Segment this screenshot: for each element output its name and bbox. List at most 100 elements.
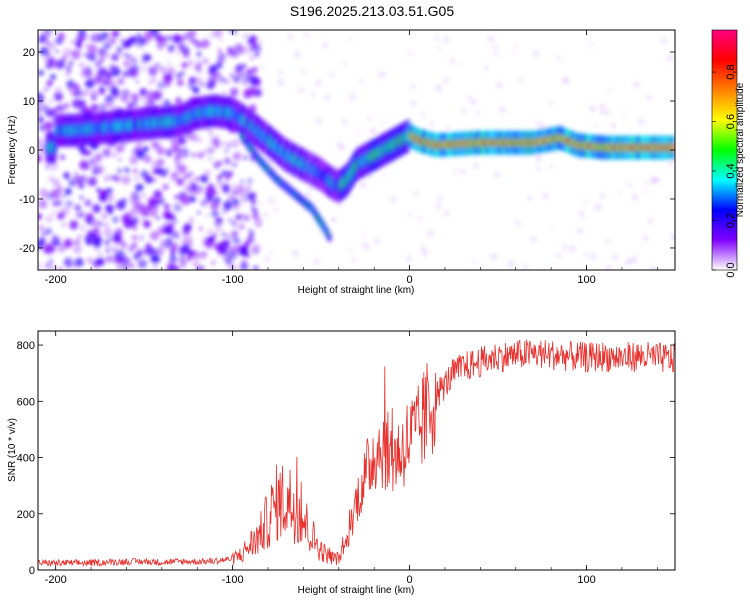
spectrogram-noise — [532, 50, 540, 57]
spectrogram-noise — [120, 256, 131, 267]
spectrogram-noise — [121, 214, 131, 223]
spectrogram-noise — [427, 230, 434, 237]
spectrogram-noise — [79, 195, 84, 200]
spectrogram-noise — [107, 236, 113, 242]
spectrogram-noise — [138, 36, 146, 43]
spectrogram-noise — [75, 204, 80, 209]
spectrogram-noise — [435, 203, 442, 210]
spectrogram-noise — [494, 51, 499, 57]
spectrogram-noise — [248, 228, 253, 233]
spectrogram-noise — [38, 117, 44, 123]
spectrogram-noise — [582, 216, 586, 220]
spectrogram-noise — [228, 171, 233, 177]
spectrogram-noise — [366, 116, 372, 122]
spectrogram-noise — [232, 231, 238, 237]
snr-x-tick-label: 0 — [407, 574, 413, 586]
spectrogram-noise — [207, 146, 215, 154]
spectrogram-noise — [51, 210, 56, 215]
spectrogram-noise — [163, 73, 173, 83]
spectrogram-noise — [153, 178, 158, 182]
spectrogram-noise — [260, 64, 265, 69]
spectrogram-noise — [518, 77, 524, 83]
spectrogram-noise — [246, 183, 252, 190]
spectrogram-noise — [291, 250, 299, 258]
spectrogram-noise — [89, 33, 100, 43]
spectrogram-noise — [475, 111, 480, 116]
spectrogram-noise — [253, 265, 259, 270]
spectrogram-noise — [589, 105, 596, 112]
spectrogram-noise — [445, 126, 451, 131]
spectrogram-noise — [241, 72, 246, 77]
spectrogram-blobs — [38, 30, 675, 270]
spectrogram-noise — [218, 48, 222, 53]
spectrogram-noise — [146, 242, 151, 247]
spectrogram-noise — [148, 206, 158, 217]
spectrogram-noise — [666, 54, 674, 62]
spectrogram-noise — [61, 194, 66, 198]
spectrogram-noise — [123, 53, 128, 58]
spectrogram-noise — [47, 41, 57, 51]
spectrogram-noise — [55, 59, 65, 69]
spectrogram-noise — [87, 44, 98, 55]
spectrogram-noise — [87, 52, 96, 61]
spectrogram-x-axis-label: Height of straight line (km) — [298, 285, 415, 296]
spectrogram-noise — [166, 213, 173, 220]
spectrogram-noise — [105, 204, 114, 213]
spectrogram-noise — [250, 206, 255, 210]
spectrogram-noise — [131, 70, 139, 78]
spectrogram-noise — [52, 235, 58, 241]
spectrogram-noise — [467, 95, 472, 100]
spectrogram-noise — [104, 240, 109, 245]
spectrogram-noise — [170, 242, 179, 251]
spectrogram-noise — [257, 39, 263, 45]
spectrogram-noise — [216, 181, 223, 189]
spectrogram-noise — [110, 244, 118, 252]
spectrogram-noise — [188, 76, 196, 85]
spectrogram-noise — [92, 219, 100, 227]
spectrogram-noise — [186, 256, 192, 262]
spectrogram-noise — [141, 47, 145, 51]
spectrogram-noise — [136, 32, 142, 38]
spectrogram-noise — [219, 76, 226, 83]
spectrogram-noise — [57, 103, 66, 113]
spectrogram-noise — [188, 171, 194, 177]
spectrogram-noise — [651, 177, 658, 184]
spectrogram-noise — [252, 66, 258, 73]
spectrogram-noise — [627, 182, 633, 188]
spectrogram-noise — [39, 188, 49, 198]
spectrogram-noise — [220, 140, 227, 147]
spectrogram-noise — [293, 51, 301, 58]
spectrogram-noise — [584, 251, 589, 257]
spectrogram-noise — [158, 197, 165, 205]
spectrogram-noise — [115, 249, 125, 259]
spectrogram-noise — [337, 141, 344, 149]
spectrogram-noise — [46, 80, 53, 87]
spectrogram-noise — [84, 53, 88, 57]
spectrogram-noise — [98, 221, 104, 227]
spectrogram-noise — [60, 156, 65, 160]
spectrogram-noise — [54, 239, 61, 246]
spectrogram-noise — [454, 167, 459, 173]
spectrogram-noise — [122, 60, 130, 68]
spectrogram-noise — [459, 63, 463, 67]
snr-x-tick-label: -100 — [222, 574, 244, 586]
spectrogram-noise — [93, 226, 100, 234]
spectrogram-noise — [112, 153, 116, 157]
spectrogram-noise — [240, 262, 249, 270]
spectrogram-noise — [373, 238, 380, 245]
spectrogram-noise — [67, 86, 73, 92]
spectrogram-noise — [226, 234, 230, 238]
spectrogram-noise — [225, 175, 230, 181]
spectrogram-noise — [143, 100, 148, 105]
spectrogram-noise — [273, 207, 278, 213]
spectrogram-noise — [175, 72, 182, 79]
spectrogram-noise — [84, 78, 95, 89]
spectrogram-noise — [390, 196, 397, 203]
spectrogram-noise — [612, 254, 619, 261]
spectrogram-noise — [251, 212, 260, 220]
spectrogram-noise — [167, 62, 171, 66]
spectrogram-noise — [300, 69, 305, 74]
spectrogram-noise — [605, 238, 611, 244]
